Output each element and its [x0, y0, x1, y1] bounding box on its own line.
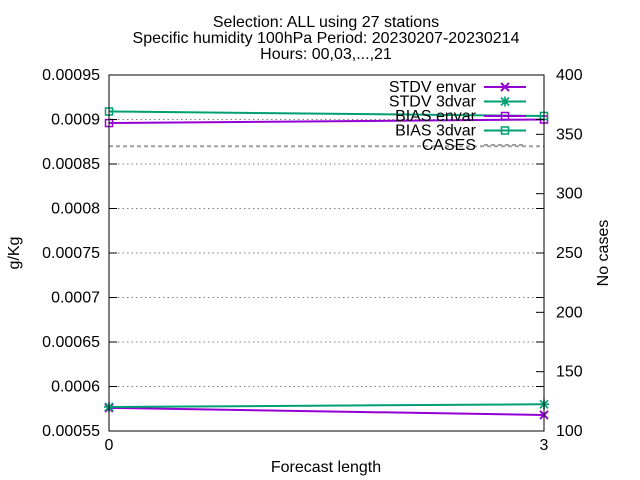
series-layer — [104, 107, 549, 420]
y-tick-label: 0.0008 — [51, 201, 100, 218]
series-line-1 — [108, 403, 545, 408]
y2-tick-label: 300 — [556, 186, 583, 203]
y-tick-label: 0.00055 — [42, 423, 100, 440]
y-tick-label: 0.00095 — [42, 67, 100, 84]
axis-layer: 0.00055 0.0006 0.00065 0.0007 0.00075 0.0008 0… — [42, 67, 583, 454]
x-tick-label: 0 — [105, 437, 114, 454]
legend-marker-0 — [500, 82, 510, 92]
chart-title-line-3: Hours: 00,03,...,21 — [260, 46, 392, 63]
y2-tick-label: 100 — [556, 423, 583, 440]
legend-marker-1 — [500, 96, 510, 107]
y-tick-label: 0.0006 — [51, 379, 100, 396]
y2-tick-label: 150 — [556, 364, 583, 381]
x-tick-label: 3 — [540, 437, 549, 454]
y2-tick-label: 250 — [556, 245, 583, 262]
y-axis-label: g/Kg — [6, 237, 23, 270]
y-tick-label: 0.0007 — [51, 290, 100, 307]
legend-label: STDV envar — [389, 79, 477, 96]
legend-marker-2 — [500, 111, 510, 121]
legend-label: BIAS envar — [395, 108, 477, 125]
chart-title-line-2: Specific humidity 100hPa Period: 2023020… — [133, 30, 520, 47]
y2-tick-label: 400 — [556, 67, 583, 84]
x-axis-label: Forecast length — [271, 459, 381, 476]
legend-label: STDV 3dvar — [389, 94, 477, 111]
legend-label: BIAS 3dvar — [395, 123, 477, 140]
series-line-0 — [108, 406, 545, 416]
chart-title-line-1: Selection: ALL using 27 stations — [213, 14, 439, 31]
y2-tick-label: 200 — [556, 304, 583, 321]
series-line-3 — [108, 110, 545, 117]
legend-marker-3 — [500, 126, 510, 135]
y-tick-label: 0.00075 — [42, 245, 100, 262]
grid-layer — [109, 119, 544, 387]
y-tick-label: 0.00085 — [42, 156, 100, 173]
series-line-2 — [108, 118, 545, 125]
y-tick-label: 0.00065 — [42, 334, 100, 351]
legend-label: CASES — [422, 137, 476, 154]
y2-axis-label: No cases — [595, 220, 612, 287]
y-tick-label: 0.0009 — [51, 112, 100, 129]
y2-tick-label: 350 — [556, 126, 583, 143]
